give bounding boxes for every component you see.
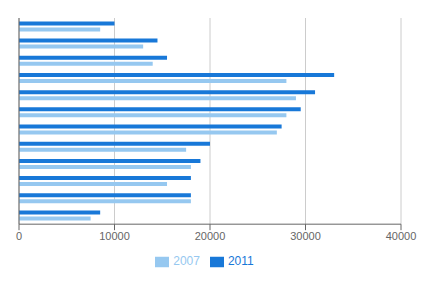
svg-text:0: 0 (16, 230, 22, 242)
html-text:2011: 2011 (227, 254, 254, 269)
svg-text:10000: 10000 (99, 230, 130, 242)
svg-text:30000: 30000 (290, 230, 321, 242)
svg-text:20000: 20000 (195, 230, 226, 242)
svg-text:40000: 40000 (386, 230, 417, 242)
html-text:2007: 2007 (173, 254, 200, 269)
